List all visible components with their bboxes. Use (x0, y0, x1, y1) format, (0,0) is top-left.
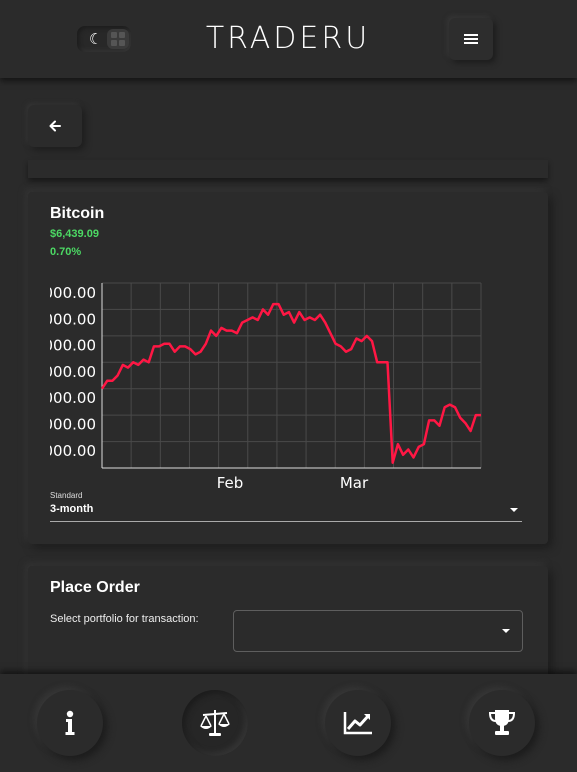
section-divider (28, 160, 548, 178)
y-tick-label: 000.00 (44, 442, 97, 460)
app-logo: TRADERU (205, 21, 371, 56)
menu-button[interactable] (449, 18, 493, 60)
asset-name: Bitcoin (50, 205, 105, 222)
y-tick-label: 000.00 (44, 363, 97, 381)
top-app-bar: ☾ TRADERU (0, 0, 577, 78)
y-tick-label: 000.00 (44, 310, 97, 328)
asset-price: $6,439.09 (50, 228, 99, 240)
arrow-left-icon (49, 120, 61, 132)
dropdown-arrow-icon (502, 629, 510, 633)
y-tick-label: 000.00 (44, 389, 97, 407)
y-tick-label: 000.00 (44, 284, 97, 302)
portfolio-select[interactable] (233, 610, 523, 652)
chart-line-icon (343, 712, 372, 735)
price-series-line (100, 302, 481, 464)
info-icon (65, 710, 75, 735)
timeframe-select[interactable]: 3-month (50, 503, 94, 515)
asset-change: 0.70% (50, 246, 82, 258)
nav-leaderboard-button[interactable] (469, 690, 535, 756)
y-tick-labels: 000.00 000.00 000.00 000.00 000.00 000.00 000.… (44, 284, 97, 460)
scales-icon (200, 710, 230, 736)
timeframe-label: Standard (50, 491, 83, 500)
nav-info-button[interactable] (37, 690, 103, 756)
x-tick-label: Feb (217, 474, 244, 492)
grid-icon (107, 29, 129, 49)
price-chart-card: Bitcoin $6,439.09 0.70% 000.00 000.00 000.… (28, 192, 548, 544)
y-tick-label: 000.00 (44, 416, 97, 434)
trophy-icon (488, 710, 516, 735)
price-line-chart: 000.00 000.00 000.00 000.00 000.00 000.00 000.… (44, 282, 482, 492)
portfolio-label: Select portfolio for transaction: (50, 613, 199, 625)
theme-toggle[interactable]: ☾ (77, 26, 131, 52)
timeframe-underline (50, 521, 522, 522)
hamburger-icon (464, 34, 478, 44)
back-button[interactable] (28, 105, 82, 147)
y-tick-label: 000.00 (44, 337, 97, 355)
dropdown-arrow-icon[interactable] (510, 508, 518, 512)
x-tick-label: Mar (340, 474, 369, 492)
bottom-navigation (0, 674, 577, 772)
order-title: Place Order (50, 579, 140, 596)
nav-markets-button[interactable] (325, 690, 391, 756)
nav-trade-button[interactable] (182, 690, 248, 756)
moon-icon: ☾ (89, 31, 103, 48)
